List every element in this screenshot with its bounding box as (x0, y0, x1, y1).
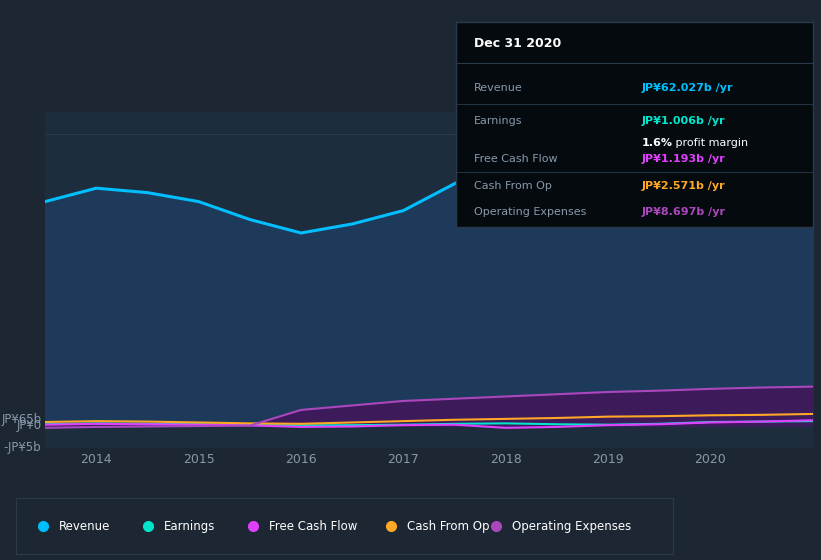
Text: Earnings: Earnings (474, 115, 522, 125)
Text: profit margin: profit margin (672, 138, 748, 148)
Text: JP¥1.006b /yr: JP¥1.006b /yr (641, 115, 725, 125)
Text: Free Cash Flow: Free Cash Flow (269, 520, 358, 533)
Text: Cash From Op: Cash From Op (474, 181, 552, 191)
Text: Revenue: Revenue (59, 520, 111, 533)
Text: Operating Expenses: Operating Expenses (512, 520, 631, 533)
Text: Dec 31 2020: Dec 31 2020 (474, 37, 561, 50)
Text: Operating Expenses: Operating Expenses (474, 208, 586, 217)
Text: -JP¥5b: -JP¥5b (3, 441, 41, 455)
Text: JP¥8.697b /yr: JP¥8.697b /yr (641, 208, 726, 217)
Text: JP¥0: JP¥0 (16, 419, 41, 432)
Text: JP¥2.571b /yr: JP¥2.571b /yr (641, 181, 725, 191)
Text: Earnings: Earnings (164, 520, 216, 533)
Text: Revenue: Revenue (474, 83, 522, 93)
Text: JP¥65b: JP¥65b (1, 413, 41, 426)
Text: 1.6%: 1.6% (641, 138, 672, 148)
Text: JP¥62.027b /yr: JP¥62.027b /yr (641, 83, 733, 93)
Text: Cash From Op: Cash From Op (407, 520, 489, 533)
Text: JP¥1.193b /yr: JP¥1.193b /yr (641, 155, 725, 164)
Text: Free Cash Flow: Free Cash Flow (474, 155, 557, 164)
